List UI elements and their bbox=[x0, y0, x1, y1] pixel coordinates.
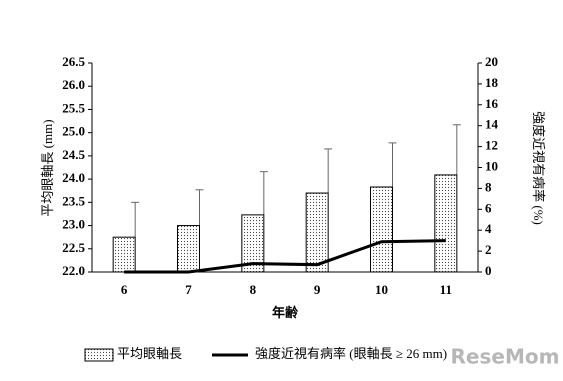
y-tick-label: 22.5 bbox=[62, 240, 85, 255]
y2-tick-label: 6 bbox=[485, 200, 492, 215]
y-tick-label: 23.0 bbox=[62, 217, 85, 232]
legend-label: 強度近視有病率 (眼軸長 ≥ 26 mm) bbox=[255, 346, 447, 361]
bar bbox=[305, 192, 329, 273]
y2-tick-label: 0 bbox=[485, 263, 492, 278]
x-tick-label: 11 bbox=[440, 282, 452, 297]
bar bbox=[434, 174, 458, 273]
bar bbox=[177, 225, 200, 273]
y2-tick-label: 4 bbox=[485, 221, 492, 236]
y-tick-label: 22.0 bbox=[62, 263, 85, 278]
legend-swatch bbox=[84, 348, 114, 362]
y2-tick-label: 2 bbox=[485, 242, 492, 257]
y-tick-label: 25.5 bbox=[62, 100, 85, 115]
y2-tick-label: 10 bbox=[485, 158, 498, 173]
bar bbox=[112, 236, 136, 273]
y-axis-label: 平均眼軸長 (mm) bbox=[40, 119, 55, 216]
y2-tick-label: 20 bbox=[485, 54, 498, 69]
y-tick-label: 23.5 bbox=[62, 193, 85, 208]
x-tick-label: 8 bbox=[250, 282, 257, 297]
legend-label: 平均眼軸長 bbox=[117, 346, 182, 361]
x-tick-label: 9 bbox=[314, 282, 321, 297]
line bbox=[124, 239, 446, 274]
y2-tick-label: 8 bbox=[485, 179, 492, 194]
y-tick-label: 26.0 bbox=[62, 77, 85, 92]
watermark: ReseMom bbox=[451, 345, 560, 369]
x-axis-label: 年齢 bbox=[272, 305, 299, 320]
y2-tick-label: 14 bbox=[485, 117, 499, 132]
y-tick-label: 26.5 bbox=[62, 54, 85, 69]
y2-tick-label: 18 bbox=[485, 75, 499, 90]
x-tick-label: 10 bbox=[375, 282, 388, 297]
y2-tick-label: 12 bbox=[485, 138, 498, 153]
y-tick-label: 24.5 bbox=[62, 147, 85, 162]
x-tick-label: 6 bbox=[121, 282, 128, 297]
x-tick-label: 7 bbox=[185, 282, 192, 297]
y2-axis-label: 強度近視有病率 (%) bbox=[531, 111, 546, 225]
y-tick-label: 25.0 bbox=[62, 124, 85, 139]
bar bbox=[241, 214, 265, 273]
bar bbox=[370, 186, 393, 273]
y2-tick-label: 16 bbox=[485, 96, 499, 111]
y-tick-label: 24.0 bbox=[62, 170, 85, 185]
